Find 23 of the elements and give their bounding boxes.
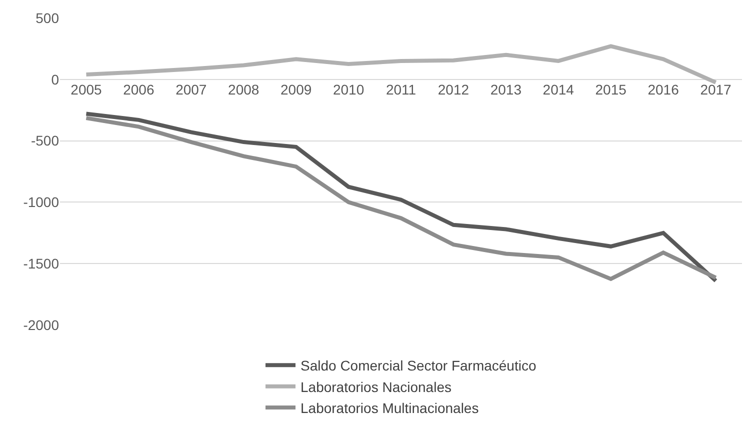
y-tick-label: 0 [51,71,60,88]
x-tick-label: 2007 [176,81,207,98]
y-tick-label: -1500 [23,256,60,272]
x-tick-label: 2015 [595,81,627,98]
x-tick-label: 2009 [280,81,312,98]
y-tick-label: 500 [36,10,60,26]
x-tick-label: 2016 [648,81,680,98]
x-tick-label: 2005 [70,81,102,98]
legend-label: Saldo Comercial Sector Farmacéutico [300,358,536,374]
x-tick-label: 2011 [386,81,416,98]
x-tick-label: 2013 [490,81,522,98]
x-tick-label: 2010 [332,81,364,98]
y-tick-label: -500 [30,132,60,149]
y-tick-label: -2000 [23,316,60,333]
x-tick-label: 2008 [228,81,260,98]
x-tick-label: 2012 [438,81,470,98]
line-series [84,44,718,84]
y-tick-label: -1000 [23,194,60,210]
x-tick-label: 2006 [123,81,154,98]
x-tick-label: 2014 [542,81,574,98]
x-tick-label: 2017 [700,81,732,98]
legend-label: Laboratorios Multinacionales [300,400,479,416]
legend-label: Laboratorios Nacionales [300,378,452,395]
